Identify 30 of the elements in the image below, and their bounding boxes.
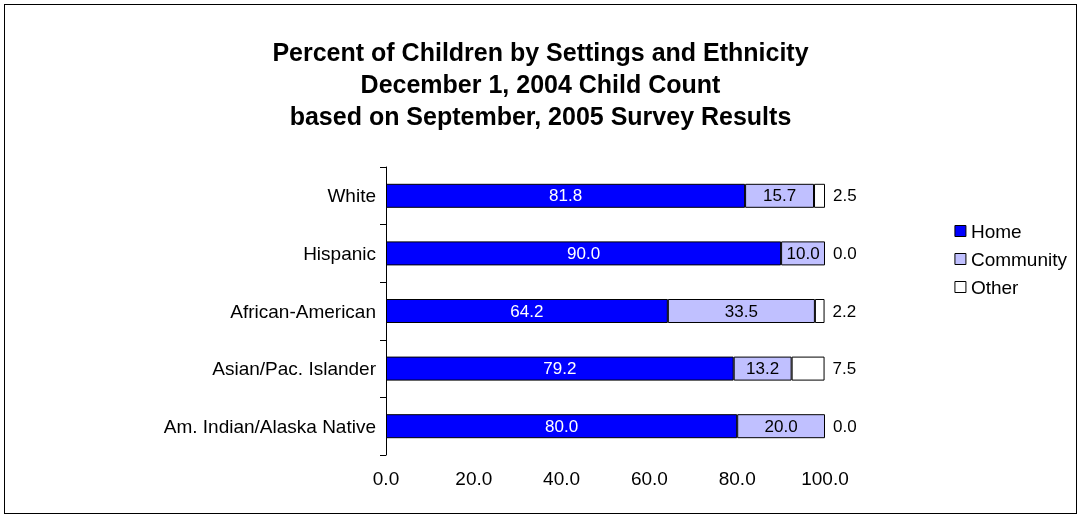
data-label: 64.2 <box>510 301 544 321</box>
data-label: 81.8 <box>549 186 583 206</box>
data-label: 79.2 <box>543 359 577 379</box>
data-label: 2.5 <box>833 186 857 206</box>
x-tick-label: 40.0 <box>543 468 581 489</box>
x-tick-label: 20.0 <box>455 468 493 489</box>
y-tick-label: White <box>327 185 376 207</box>
data-label: 13.2 <box>746 359 780 379</box>
data-label: 15.7 <box>763 186 797 206</box>
data-label: 33.5 <box>724 301 758 321</box>
data-label: 0.0 <box>833 416 857 436</box>
y-tick-label: African-American <box>230 300 376 322</box>
y-tick-label: Hispanic <box>303 242 376 264</box>
data-label: 2.2 <box>832 301 857 321</box>
legend-label: Other <box>970 276 1020 298</box>
legend-label: Home <box>970 220 1022 242</box>
data-label: 10.0 <box>786 243 820 263</box>
x-tick-label: 0.0 <box>372 468 400 489</box>
legend-label: Community <box>970 248 1068 270</box>
x-tick-label: 60.0 <box>630 468 668 489</box>
data-label: 20.0 <box>764 416 798 436</box>
chart-title: Percent of Children by Settings and Ethnicity December 1, 2004 Child Count based on September, 2005 Survey Results <box>272 38 809 130</box>
data-label: 80.0 <box>545 416 579 436</box>
x-tick-label: 100.0 <box>801 468 849 489</box>
data-label: 90.0 <box>567 243 601 263</box>
data-label: 0.0 <box>833 243 857 263</box>
x-tick-label: 80.0 <box>718 468 756 489</box>
y-tick-label: Am. Indian/Alaska Native <box>163 415 376 437</box>
data-label: 7.5 <box>832 359 857 379</box>
y-tick-label: Asian/Pac. Islander <box>212 358 377 380</box>
